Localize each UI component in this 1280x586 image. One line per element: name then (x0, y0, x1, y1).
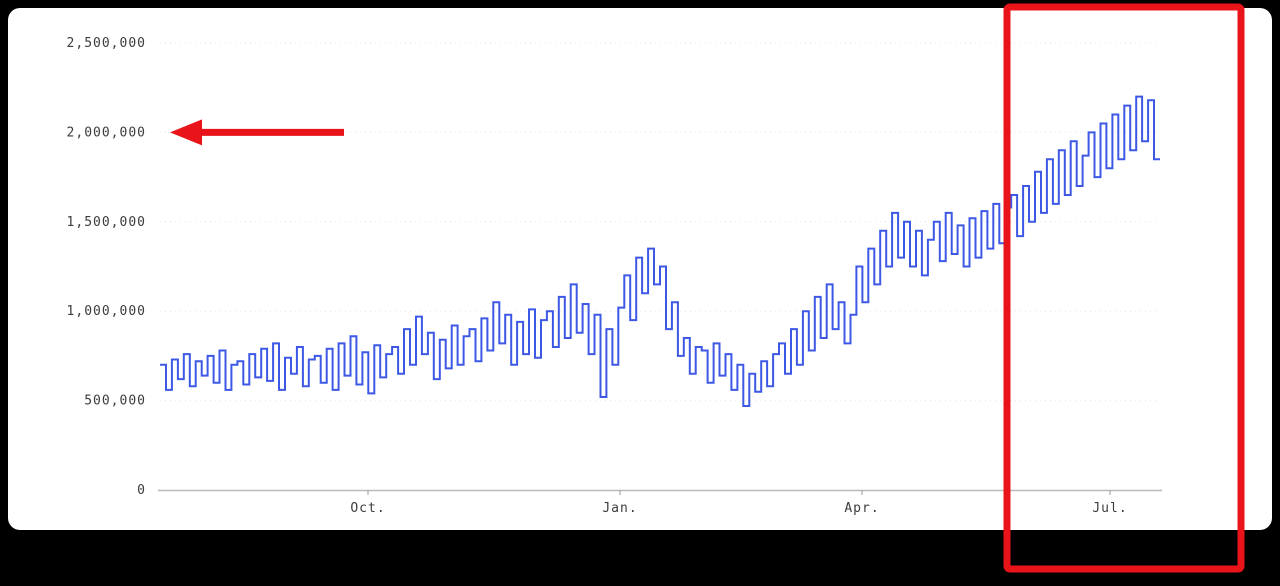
x-tick-label: Jul. (1092, 501, 1127, 516)
data-series-line (160, 95, 1160, 407)
x-tick-label: Oct. (350, 501, 385, 516)
chart-panel (8, 8, 1272, 530)
y-tick-label: 0 (137, 483, 146, 498)
x-tick-label: Jan. (602, 501, 637, 516)
arrow-annotation-head (170, 119, 202, 146)
y-tick-label: 1,500,000 (67, 215, 146, 230)
y-tick-label: 1,000,000 (67, 304, 146, 319)
highlight-rectangle (1003, 3, 1245, 573)
y-tick-label: 2,500,000 (67, 36, 146, 51)
y-tick-label: 500,000 (84, 394, 146, 409)
y-tick-label: 2,000,000 (67, 125, 146, 140)
x-tick-label: Apr. (844, 501, 879, 516)
